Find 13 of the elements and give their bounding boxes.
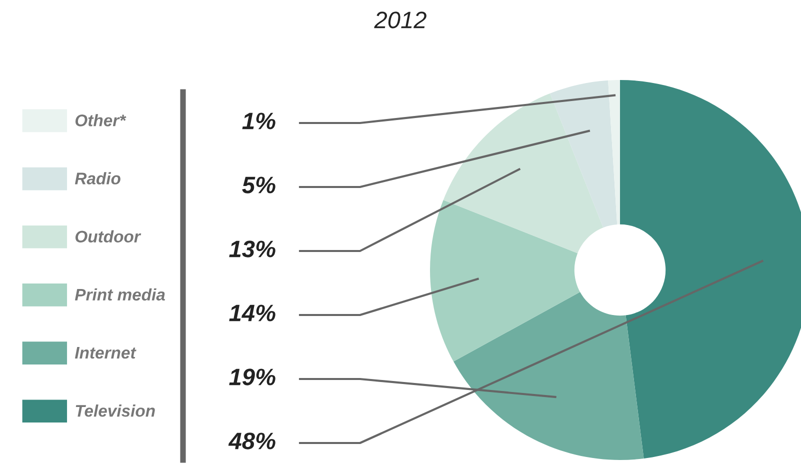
data-label: 48%	[228, 432, 276, 450]
legend-label: Internet	[74, 347, 136, 359]
legend-label: Radio	[74, 172, 120, 184]
data-label: 13%	[229, 240, 276, 258]
data-label: 1%	[242, 112, 276, 130]
legend-label: Outdoor	[75, 230, 142, 243]
data-label: 19%	[229, 368, 276, 386]
legend-label: Print media	[74, 288, 165, 301]
legend-label: Other*	[75, 114, 126, 126]
data-label: 14%	[229, 304, 276, 322]
chart-title: 2012	[374, 12, 426, 28]
legend-label: Television	[76, 404, 155, 417]
data-label: 5%	[242, 176, 276, 194]
